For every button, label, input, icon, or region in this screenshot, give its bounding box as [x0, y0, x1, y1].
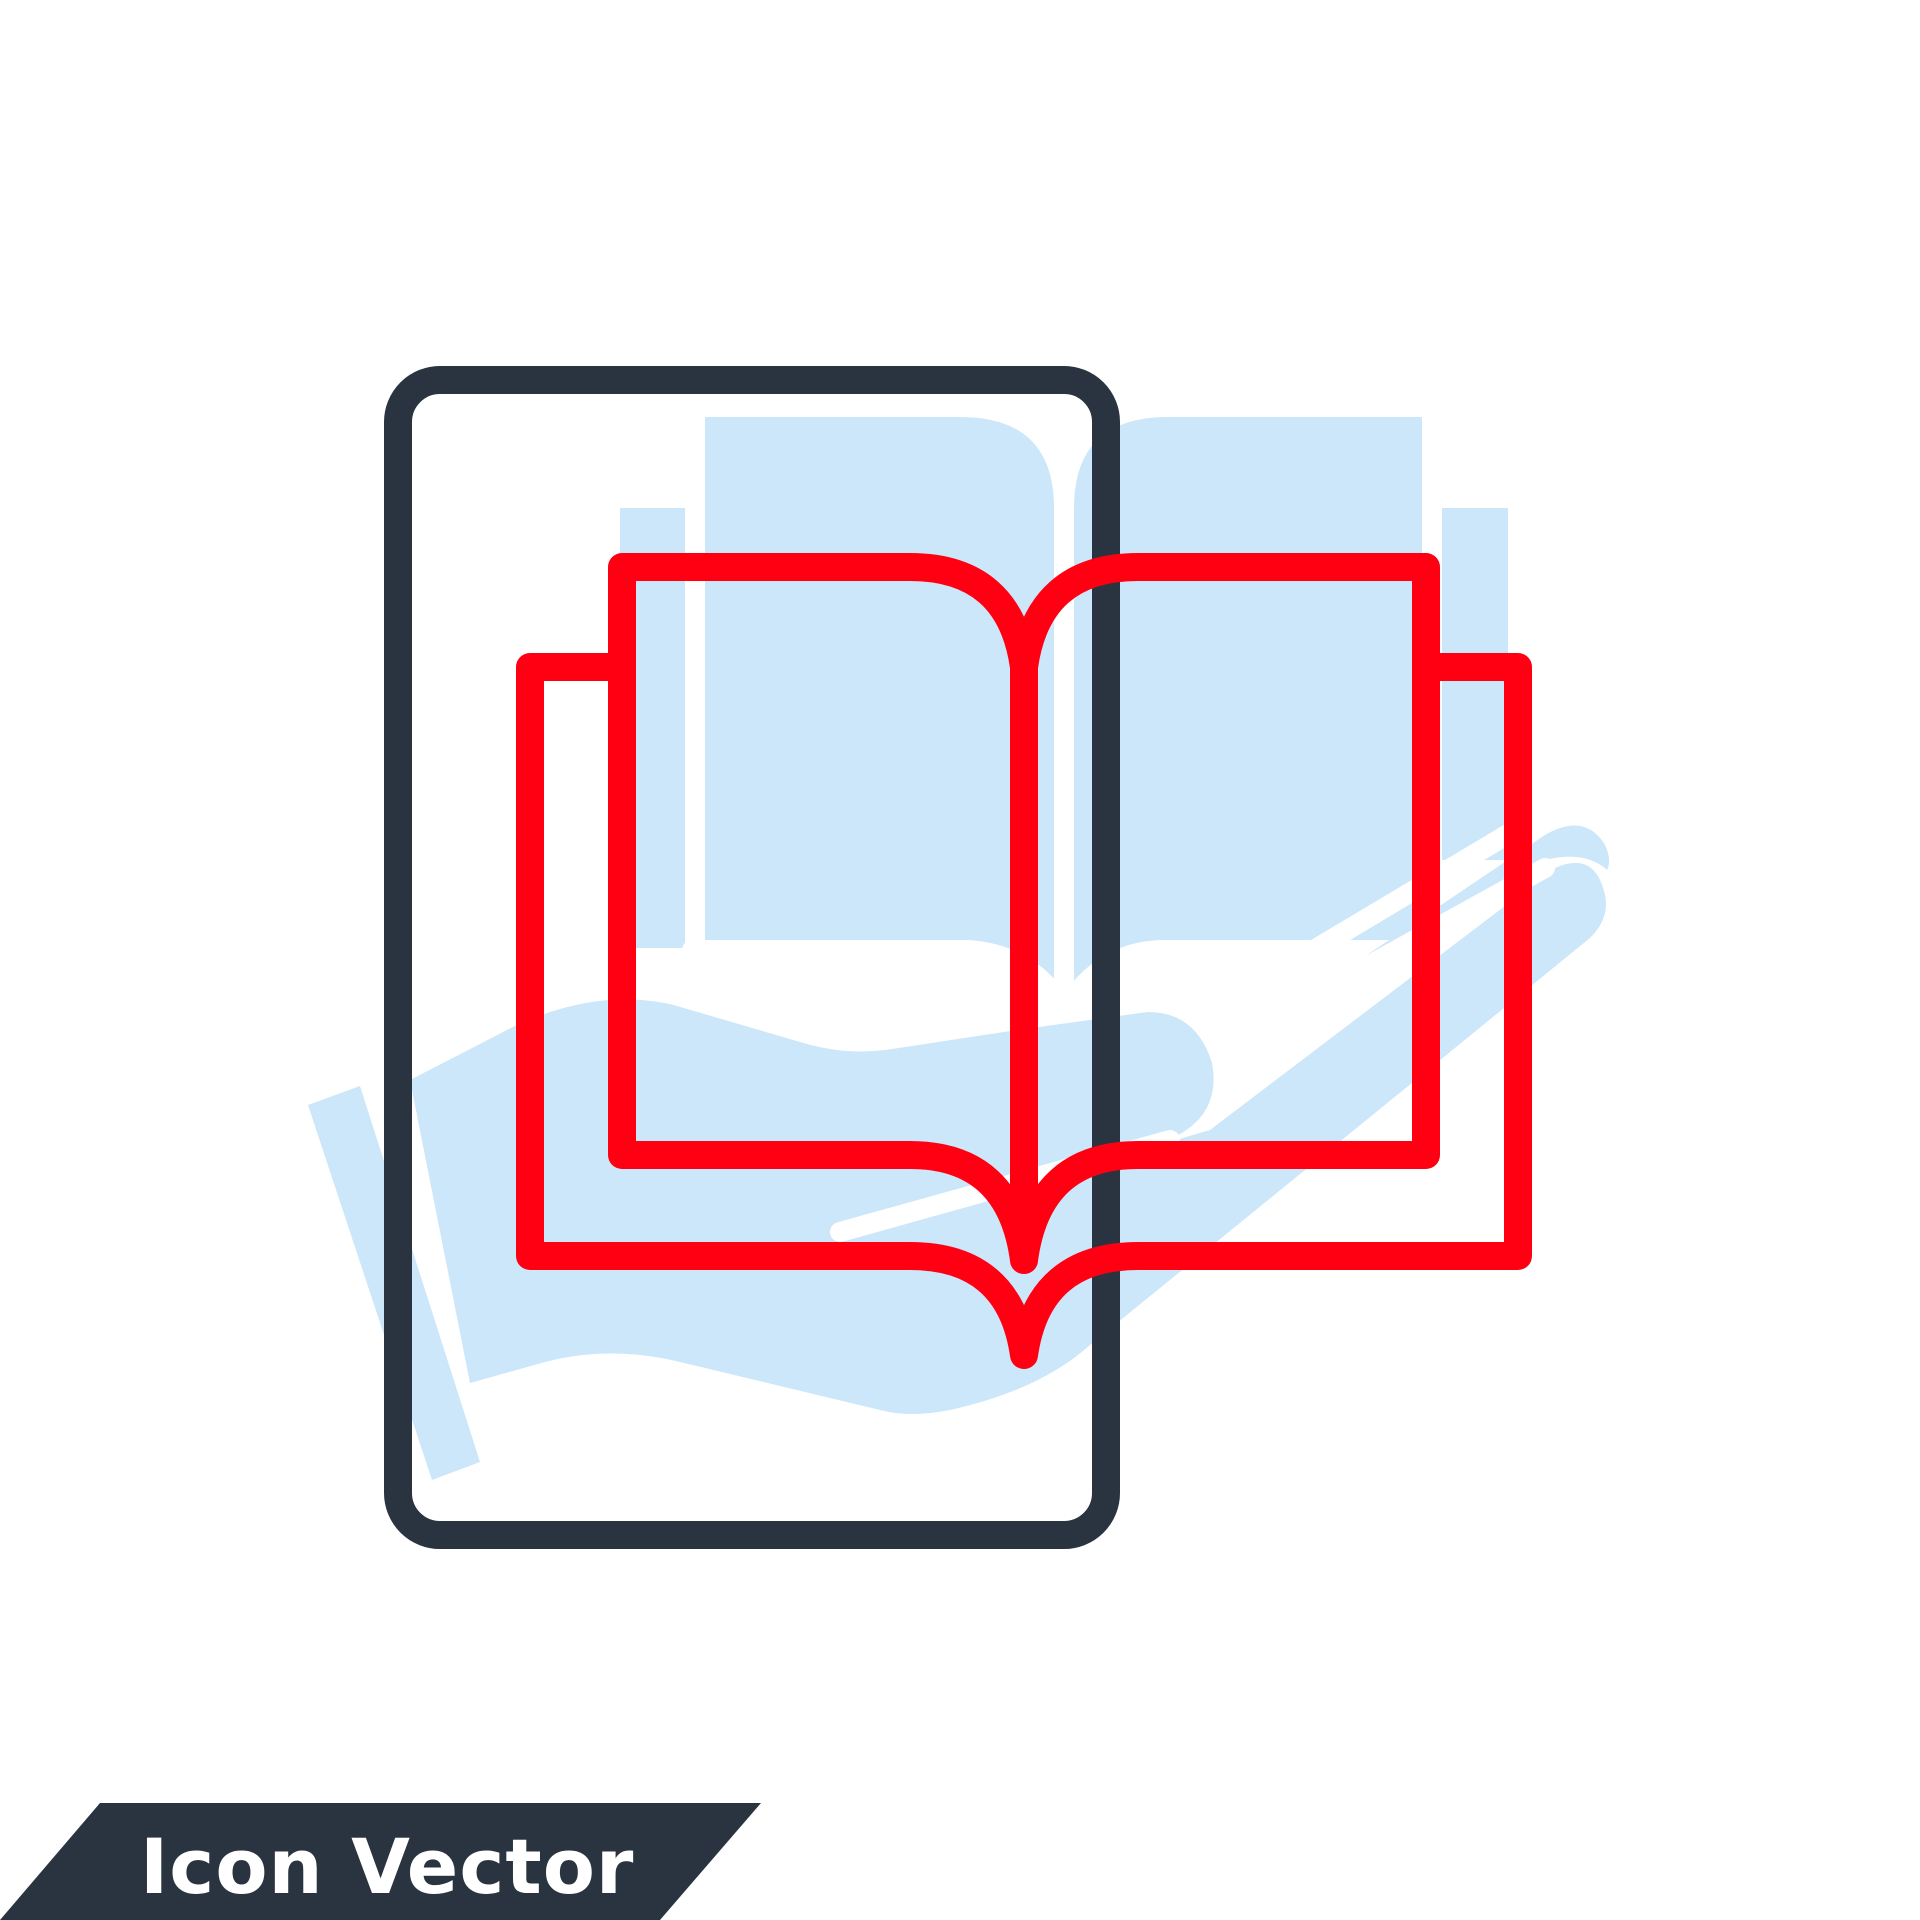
book-base-left: [682, 940, 1065, 1005]
hand-top-edge: [530, 979, 1232, 1070]
open-book-outline: [516, 553, 1532, 1369]
background-book-right-cover: [1442, 508, 1508, 860]
background-book-left-page: [705, 417, 1054, 985]
book-outer-cover: [516, 653, 1532, 1369]
background-book-right-page: [1074, 417, 1422, 985]
banner-background: [0, 1803, 761, 1920]
finger-line-upper: [1200, 802, 1555, 1022]
book-right-page: [1010, 553, 1440, 1274]
background-finger-upper: [1285, 825, 1610, 1010]
banner-label: Icon Vector: [140, 1822, 635, 1911]
smartphone-outline: [384, 366, 1120, 1549]
finger-line-lower: [1215, 858, 1555, 1055]
background-hand: [410, 862, 1606, 1414]
